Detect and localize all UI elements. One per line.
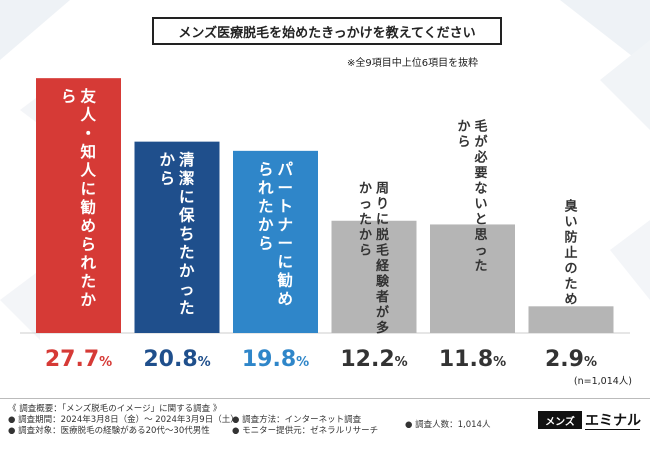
value-label-2: 20.8%	[143, 347, 210, 372]
logo-text: エミナル	[585, 413, 641, 429]
chart-title: メンズ医療脱毛を始めたきっかけを教えてください	[152, 17, 502, 45]
category-label-2: 清潔に保ちたかったから	[159, 151, 195, 317]
survey-details-middle: ● 調査方法：インターネット調査 ● モニター提供元：ゼネラルリサーチ	[232, 415, 378, 437]
footer-divider	[0, 398, 650, 399]
brand-logo: メンズ エミナル	[538, 408, 642, 438]
bar-chart: 友人・知人に勧められたから 27.7% 清潔に保ちたかったから 20.8% パートナーに…	[20, 78, 630, 372]
bar-5	[430, 224, 515, 333]
value-label-1: 27.7%	[45, 347, 112, 372]
bar-3	[233, 150, 318, 333]
bar-1	[36, 78, 121, 333]
chart-note: ※全9項目中上位6項目を抜粋	[347, 58, 479, 69]
survey-provider: ● モニター提供元：ゼネラルリサーチ	[232, 426, 379, 436]
category-label-5: 毛が必要ないと思ったから	[457, 119, 487, 275]
bar-2	[134, 141, 220, 333]
survey-count: ● 調査人数：1,014人	[405, 420, 491, 430]
logo-mark: メンズ	[538, 411, 582, 429]
category-label-1: 友人・知人に勧められたから	[61, 87, 97, 310]
survey-period: ● 調査期間：2024年3月8日（金）〜 2024年3月9日（土）	[8, 415, 239, 425]
value-label-3: 19.8%	[242, 347, 309, 372]
category-label-4: 周りに脱毛経験者が多かったから	[359, 182, 390, 337]
value-label-6: 2.9%	[545, 347, 597, 372]
sample-size-label: (n=1,014人)	[573, 376, 632, 387]
survey-method: ● 調査方法：インターネット調査	[232, 415, 362, 425]
value-label-4: 12.2%	[340, 347, 407, 372]
survey-details-right: ● 調査人数：1,014人	[405, 420, 490, 431]
category-label-6: 臭い防止のため	[564, 199, 577, 308]
bar-4	[331, 220, 417, 333]
category-label-3: パートナーに勧められたから	[258, 160, 294, 308]
logo-underline	[585, 429, 640, 430]
value-label-5: 11.8%	[439, 347, 506, 372]
survey-overview: 《 調査概要：「メンズ脱毛のイメージ」に関する調査 》	[8, 404, 222, 414]
bar-6	[528, 306, 614, 333]
survey-target: ● 調査対象：医療脱毛の経験がある20代〜30代男性	[8, 426, 210, 436]
survey-details-left: 《 調査概要：「メンズ脱毛のイメージ」に関する調査 》 ● 調査期間：2024年…	[8, 404, 239, 437]
